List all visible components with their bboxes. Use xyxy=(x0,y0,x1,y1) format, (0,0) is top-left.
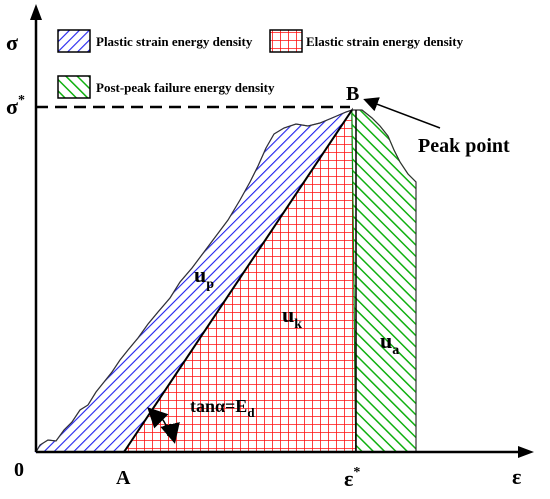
legend-swatch-plastic xyxy=(57,29,91,53)
legend-swatch-elastic xyxy=(269,29,303,53)
x-axis-arrow-icon xyxy=(518,446,534,458)
sigma-star-label: σ* xyxy=(6,93,25,119)
legend-label-failure: Post-peak failure energy density xyxy=(96,80,275,95)
epsilon-star-label: ε* xyxy=(344,465,360,491)
slope-label: tanα=Ed xyxy=(190,396,255,420)
region-label-ua: ua xyxy=(380,328,399,358)
region-label-uk: uk xyxy=(282,302,302,332)
alpha-label: α xyxy=(163,419,172,436)
angle-arrow-icon xyxy=(147,407,169,429)
legend-swatch-failure xyxy=(57,75,91,99)
y-axis-label: σ xyxy=(6,30,18,55)
region-label-up: up xyxy=(194,262,214,292)
point-b-label: B xyxy=(346,83,359,105)
point-a-label: A xyxy=(116,467,131,489)
failure-region xyxy=(351,109,417,453)
origin-label: 0 xyxy=(14,459,24,481)
angle-arrow2-icon xyxy=(160,422,180,444)
y-axis-arrow-icon xyxy=(30,4,42,20)
legend-label-elastic: Elastic strain energy density xyxy=(306,34,464,49)
legend: Plastic strain energy density Elastic st… xyxy=(57,29,464,99)
stress-strain-curve xyxy=(35,109,417,453)
elastic-unloading-line xyxy=(123,109,353,453)
peak-point-arrow xyxy=(363,97,441,129)
peak-point-label: Peak point xyxy=(418,135,510,157)
x-axis-label: ε xyxy=(512,464,521,489)
legend-label-plastic: Plastic strain energy density xyxy=(96,34,253,49)
